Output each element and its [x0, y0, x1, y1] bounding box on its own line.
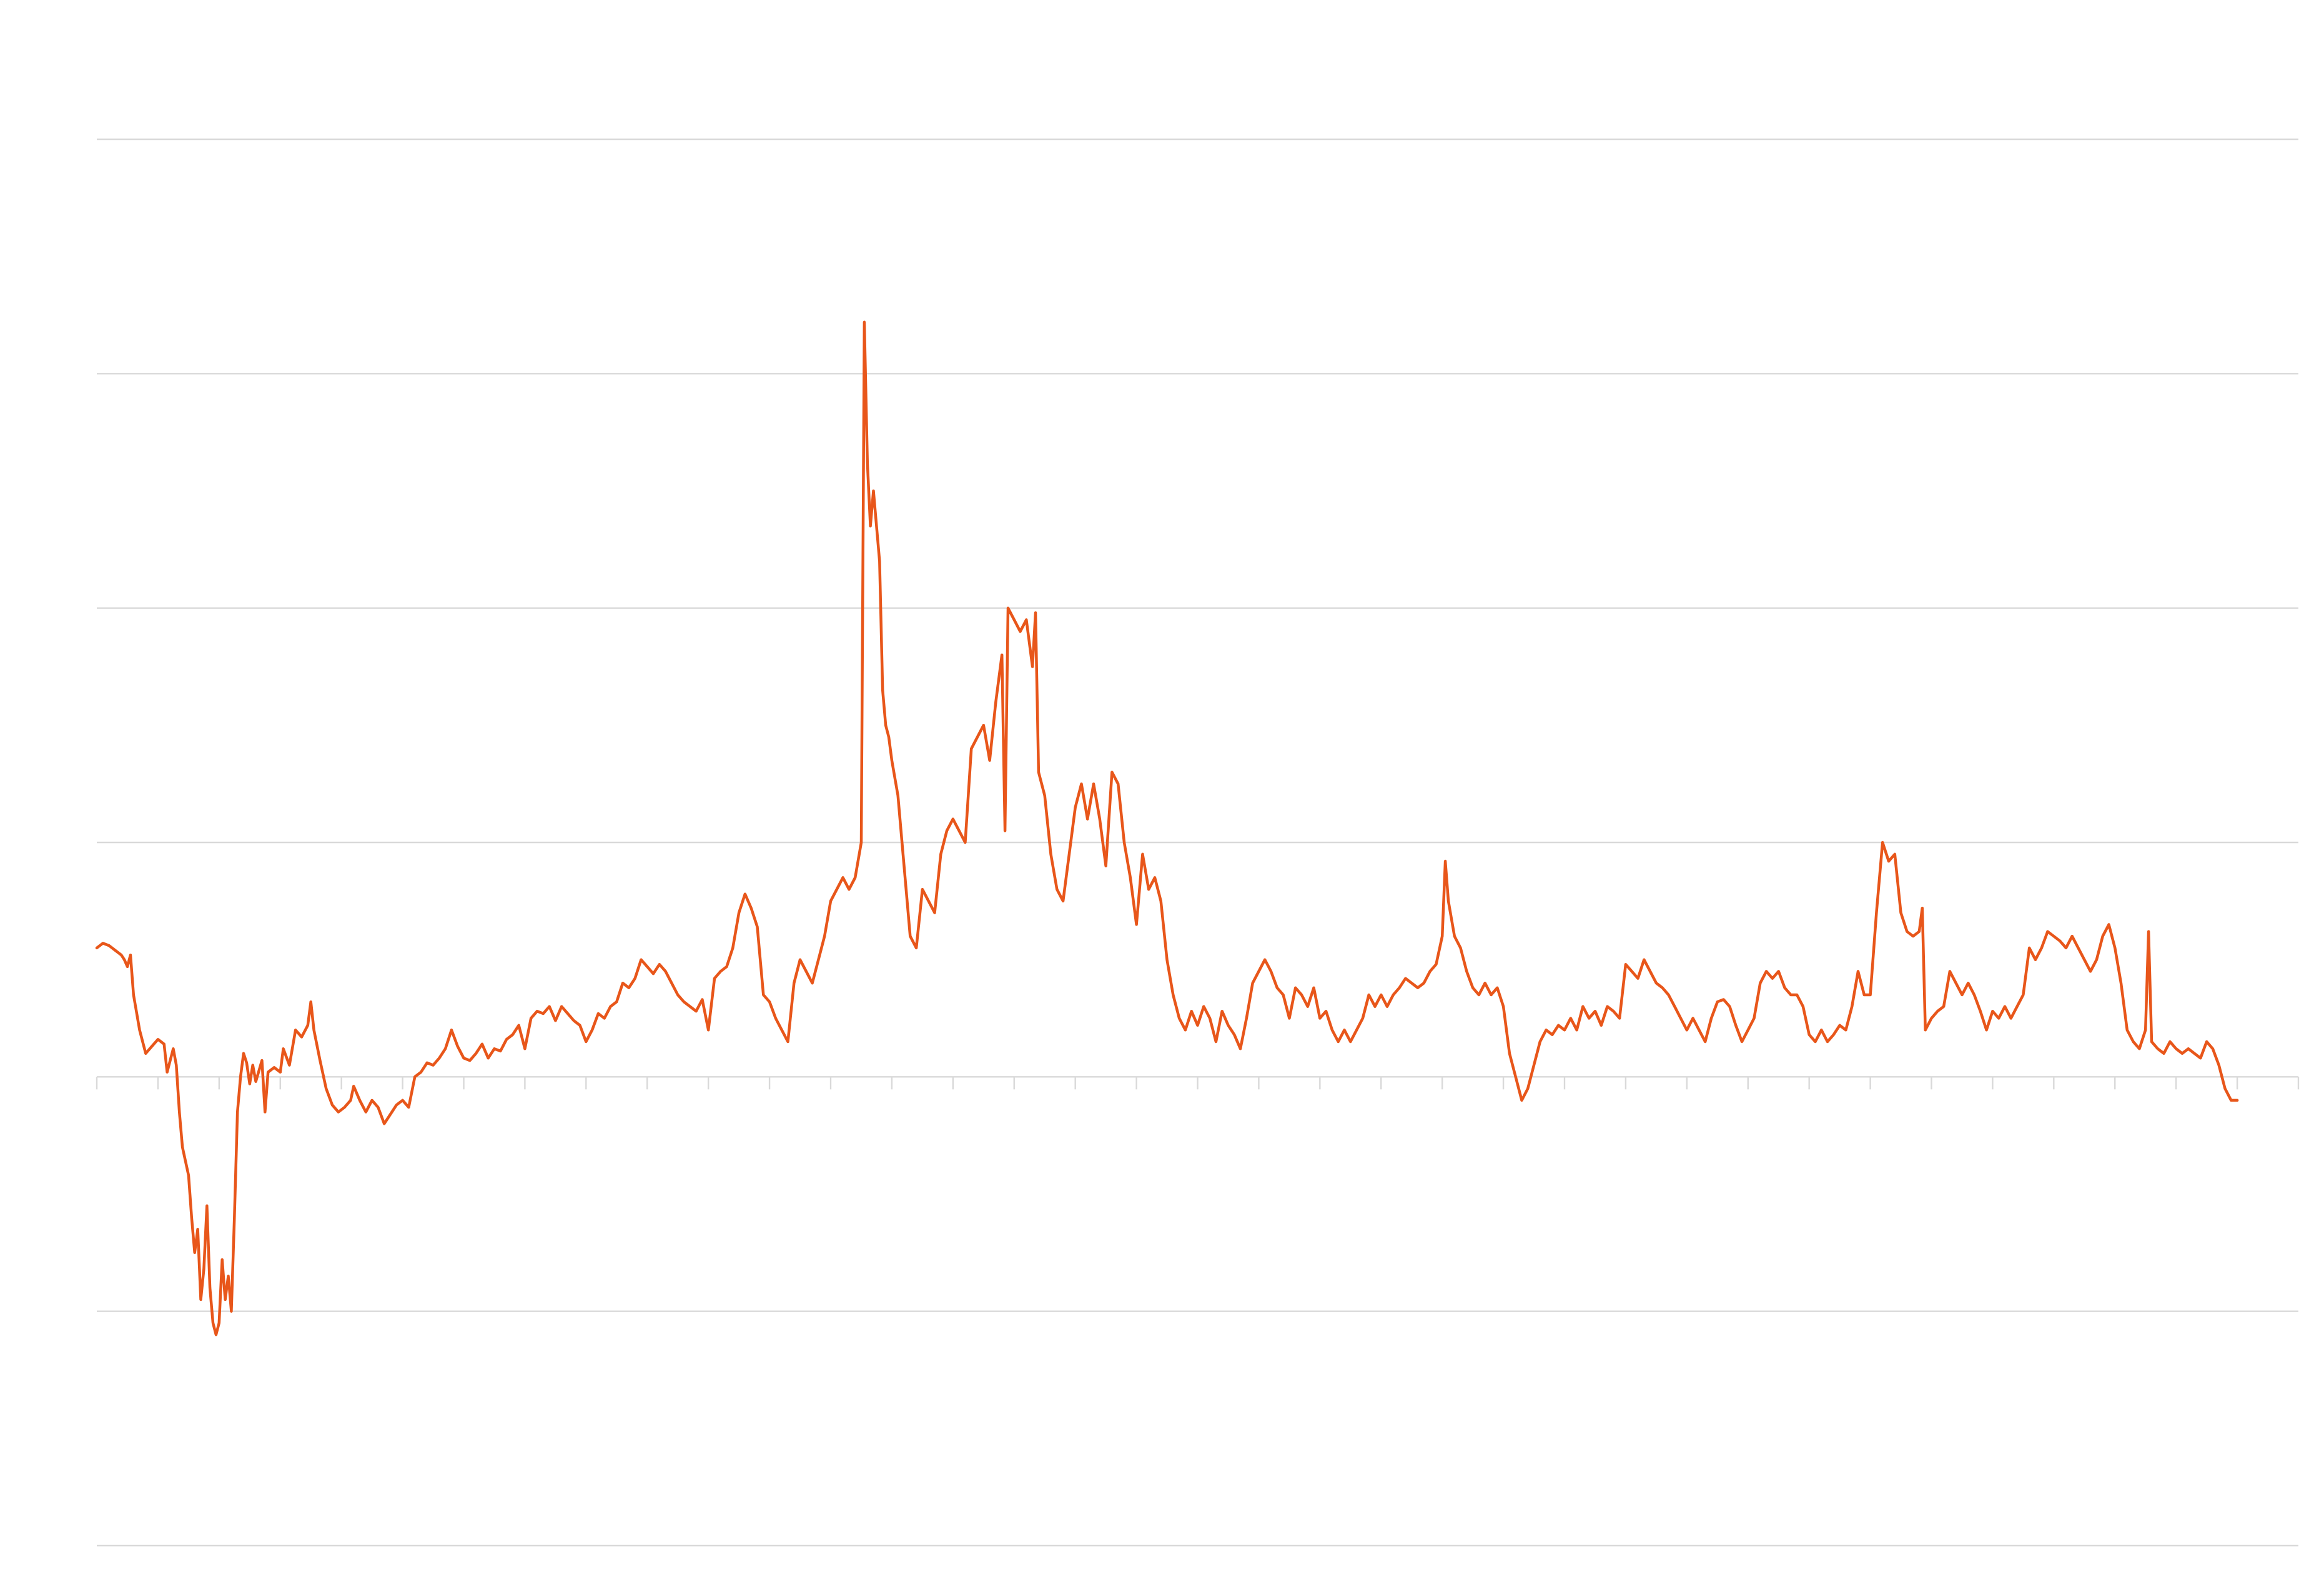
x-axis-ticks — [96, 1077, 2300, 1090]
gridlines — [97, 138, 2298, 1547]
series-line-0 — [95, 320, 2239, 1336]
series-group — [95, 320, 2239, 1336]
